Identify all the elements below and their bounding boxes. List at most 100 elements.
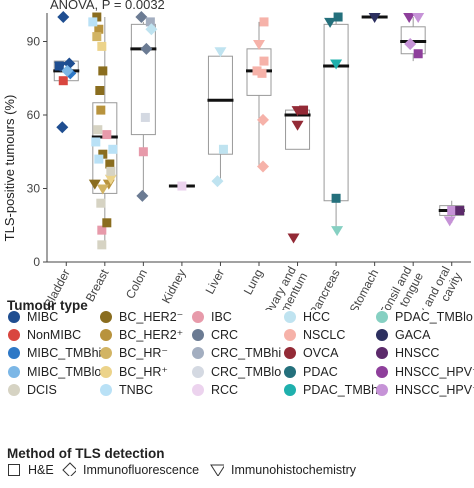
legend-swatch-circle-icon (192, 329, 204, 341)
legend-label: DCIS (27, 383, 57, 397)
box-pancreas (323, 23, 349, 202)
legend-label: BC_HER2⁻ (119, 310, 184, 324)
legend-label: RCC (211, 383, 239, 397)
legend-swatch-circle-icon (100, 311, 112, 323)
legend-swatch-circle-icon (8, 311, 20, 323)
triangle-icon (210, 464, 224, 476)
x-tick-label-liver: Liver (203, 267, 228, 297)
legend-label: PDAC (303, 365, 338, 379)
legend-swatch-circle-icon (100, 384, 112, 396)
point-breast-26 (88, 17, 98, 27)
legend-swatch-circle-icon (192, 366, 204, 378)
point-pancreas-57 (331, 193, 341, 203)
point-breast-21 (102, 130, 112, 140)
legend-label: CRC_TMBhi (211, 346, 282, 360)
point-breast-31 (102, 218, 112, 228)
point-bladder-1 (57, 11, 70, 23)
legend-label: PDAC_TMBlo (395, 310, 473, 324)
legend-label: MIBC_TMBlo (27, 365, 102, 379)
legend-swatch-circle-icon (376, 329, 388, 341)
point-stomach-59 (368, 13, 381, 23)
x-tick-label-colon: Colon (123, 267, 150, 301)
point-breast-28 (106, 166, 116, 176)
legend-swatch-circle-icon (192, 311, 204, 323)
point-breast-12 (105, 159, 115, 169)
point-breast-30 (97, 240, 107, 250)
box-colon (130, 23, 156, 136)
legend-label: NonMIBC (27, 328, 82, 342)
legend-label: NSCLC (303, 328, 346, 342)
point-tonsil-and-tongue-63 (413, 49, 423, 59)
box-plots (53, 15, 465, 245)
legend-swatch-circle-icon (376, 347, 388, 359)
point-bladder-7 (61, 64, 74, 77)
point-breast-14 (94, 24, 104, 34)
point-colon-34 (136, 189, 149, 202)
point-pancreas-55 (333, 12, 343, 22)
x-tick-label-pancreas: Pancreas (307, 267, 343, 310)
point-bladder-5 (58, 76, 68, 86)
point-breast-20 (104, 174, 117, 185)
legend-label: HNSCC (395, 346, 440, 360)
legend-swatch-circle-icon (100, 366, 112, 378)
legend-swatch-circle-icon (376, 384, 388, 396)
tls-chart: ANOVA, P = 0.0032 TLS-positive tumours (… (2, 0, 471, 310)
point-lung-47 (257, 68, 267, 78)
legend-label: HNSCC_HPV⁻ (395, 365, 474, 379)
legend-label: HNSCC_HPV⁺ (395, 383, 474, 397)
point-tonsil-and-tongue-61 (412, 13, 425, 23)
anova-annotation: ANOVA, P = 0.0032 (50, 0, 165, 12)
point-lung-49 (257, 160, 269, 173)
legend-label: BC_HR⁻ (119, 346, 168, 360)
point-lung-45 (259, 56, 269, 66)
x-tick-label-lung: Lung (241, 267, 266, 297)
box-liver (207, 55, 233, 155)
point-colon-37 (138, 147, 148, 157)
tumour-type-legend-title: Tumour type (7, 298, 88, 313)
point-colon-33 (140, 42, 153, 55)
y-tick-label-30: 30 (27, 182, 41, 196)
data-points (54, 11, 465, 250)
y-axis: 0 30 60 90 (27, 13, 48, 269)
point-breast-8 (92, 12, 102, 22)
legend-label: IBC (211, 310, 232, 324)
legend-label: GACA (395, 328, 431, 342)
point-breast-22 (97, 225, 107, 235)
legend-swatch-circle-icon (284, 366, 296, 378)
point-bladder-2 (63, 57, 76, 70)
point-ovary-and-omentum-51 (299, 105, 309, 115)
point-liver-40 (214, 47, 227, 58)
point-colon-36 (140, 112, 150, 122)
point-ovary-and-omentum-52 (291, 120, 304, 131)
point-breast-9 (98, 66, 108, 76)
x-tick-label-kidney: Kidney (159, 267, 189, 306)
legend-label: CRC_TMBlo (211, 365, 282, 379)
x-tick-label-ovary-and-omentum: Ovary andomentum (261, 264, 311, 310)
legend-label: MIBC (27, 310, 59, 324)
legend-swatch-circle-icon (284, 347, 296, 359)
point-breast-24 (94, 154, 104, 164)
legend-swatch-circle-icon (8, 384, 20, 396)
point-breast-23 (91, 137, 101, 147)
point-colon-38 (145, 23, 158, 36)
point-colon-32 (135, 11, 148, 23)
point-breast-25 (108, 144, 118, 154)
legend-swatch-circle-icon (8, 329, 20, 341)
point-breast-19 (97, 41, 107, 51)
legend-swatch-circle-icon (100, 347, 112, 359)
point-breast-17 (92, 32, 102, 42)
point-pancreas-56 (330, 59, 343, 70)
y-axis-label: TLS-positive tumours (%) (2, 95, 17, 242)
legend-label: BC_HER2⁺ (119, 328, 184, 342)
point-lung-43 (259, 17, 269, 27)
point-bladder-3 (56, 121, 69, 134)
point-pancreas-58 (331, 226, 344, 237)
legend-label: HCC (303, 310, 331, 324)
diamond-icon (62, 462, 76, 476)
x-tick-label-tonsil-and-tongue: Tonsil andtongue (377, 264, 426, 310)
point-breast-27 (93, 125, 103, 135)
legend-label: PDAC_TMBhi (303, 383, 381, 397)
point-tonsil-and-tongue-62 (404, 37, 417, 50)
point-kidney-39 (177, 181, 187, 191)
y-tick-label-0: 0 (33, 255, 40, 269)
